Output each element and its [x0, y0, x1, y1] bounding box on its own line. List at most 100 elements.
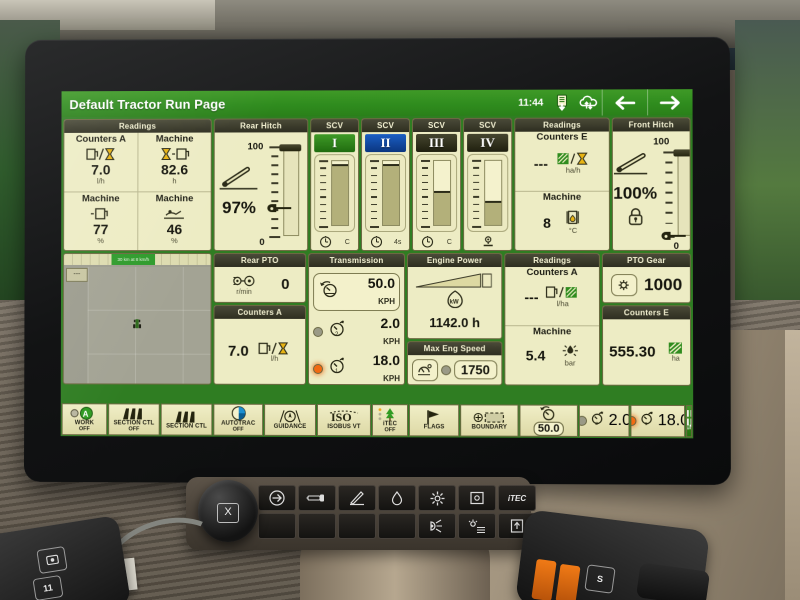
reading-cell[interactable]: Machine 82.6 h: [137, 132, 211, 192]
kw-icon: kW: [445, 289, 465, 313]
key-hazard-icon[interactable]: [458, 485, 496, 511]
key-work-light-icon[interactable]: [418, 513, 456, 539]
reading-cell[interactable]: Counters A 7.0 l/h: [64, 133, 137, 192]
fuel-level-icon: [88, 205, 114, 221]
scv-slider[interactable]: [365, 154, 407, 233]
footer-button-autotrac[interactable]: AUTOTRAC OFF: [213, 403, 264, 436]
key-blank-3[interactable]: [338, 513, 376, 539]
panel-readings-right[interactable]: Readings Counters E --- ha/h: [514, 117, 610, 251]
rear-hitch-position-marker[interactable]: [267, 204, 292, 213]
footer-button-menu[interactable]: MENU: [686, 405, 693, 438]
map-field-grid[interactable]: [87, 266, 211, 384]
key-blank-4[interactable]: [378, 513, 416, 539]
key-enter-arrow[interactable]: [258, 485, 296, 511]
reading-cell[interactable]: Counters A --- l/ha: [505, 267, 599, 325]
speed-value: 18.0: [657, 412, 686, 430]
network-transfer-icon[interactable]: [576, 89, 602, 115]
transmission-preset-1[interactable]: 1 18.0 KPH: [313, 352, 400, 384]
panel-readings-lower-right[interactable]: Readings Counters A --- l/ha: [504, 252, 601, 386]
engine-load-icon: [162, 205, 188, 221]
footer-label: FLAGS: [423, 424, 445, 431]
panel-readings-left[interactable]: Readings Counters A 7.0 l/h: [63, 118, 212, 252]
keypad-right-group: iTEC: [378, 485, 536, 539]
gear-icon[interactable]: [610, 273, 637, 296]
reading-label: Counters A: [75, 133, 127, 145]
armrest-button-s[interactable]: S: [584, 564, 616, 594]
footer-sub: OFF: [384, 427, 396, 434]
front-hitch-position-marker[interactable]: [661, 231, 686, 240]
key-droplet-icon[interactable]: [378, 485, 416, 511]
rear-hitch-limit-handle[interactable]: [279, 144, 302, 152]
bottom-toolbar: A WORK OFF SECTION CTL OFF SECTIO: [60, 402, 694, 439]
panel-counters-a[interactable]: Counters A 7.0 l/h: [213, 304, 307, 385]
scv-slider[interactable]: [467, 153, 509, 232]
back-arrow-icon[interactable]: [603, 89, 647, 115]
display-screen: Default Tractor Run Page 11:44: [60, 89, 694, 439]
transmission-preset-2[interactable]: 2 2.0 KPH: [313, 315, 400, 347]
key-fan-icon[interactable]: [418, 485, 456, 511]
float-icon[interactable]: [481, 234, 495, 250]
front-hitch-slider[interactable]: 100 0: [653, 131, 691, 251]
reading-cell[interactable]: Machine 8 °C: [515, 190, 609, 250]
max-eng-speed-value[interactable]: 1750: [453, 360, 497, 380]
reading-cell[interactable]: Counters E --- ha/h: [515, 132, 609, 191]
panel-scv-3[interactable]: SCV III: [412, 117, 462, 251]
timer-icon[interactable]: [421, 234, 434, 249]
panel-pto-gear[interactable]: PTO Gear 1000: [601, 252, 691, 304]
transmission-target-speed[interactable]: 50.0 KPH: [313, 272, 401, 311]
reading-cell[interactable]: Machine 46 %: [137, 191, 211, 251]
rear-pto-value: 0: [281, 275, 290, 293]
panel-transmission[interactable]: Transmission 50.0 KPH: [308, 252, 406, 386]
rotary-control-knob[interactable]: X: [198, 480, 258, 542]
key-blank-1[interactable]: [258, 513, 296, 539]
speed-unit: KPH: [383, 373, 400, 383]
footer-button-work[interactable]: A WORK OFF: [61, 403, 108, 436]
scv-mode-label: C: [446, 238, 452, 246]
footer-speed-preset-1[interactable]: 1 18.0: [630, 404, 686, 438]
footer-speed-target[interactable]: 50.0: [519, 404, 578, 437]
scv-slider[interactable]: [314, 154, 356, 233]
panel-counters-e[interactable]: Counters E 555.30 ha: [601, 305, 692, 386]
forward-arrow-icon[interactable]: [648, 89, 693, 115]
key-blank-2[interactable]: [298, 513, 336, 539]
engine-speed-icon[interactable]: [412, 358, 439, 381]
rear-hitch-slider[interactable]: 100 0: [248, 132, 307, 250]
footer-button-section-ctl[interactable]: SECTION CTL OFF: [108, 403, 160, 436]
section-control-icon: [119, 406, 149, 420]
panel-scv-1[interactable]: SCV I: [310, 118, 360, 252]
reading-label: Machine: [532, 326, 572, 338]
footer-button-isobus-vt[interactable]: ISO ISOBUS VT: [316, 403, 371, 437]
footer-button-flags[interactable]: FLAGS: [409, 404, 460, 437]
panel-scv-2[interactable]: SCV II: [361, 118, 411, 252]
panel-scv-4[interactable]: SCV IV: [463, 117, 513, 251]
front-hitch-limit-handle[interactable]: [673, 149, 691, 157]
reading-cell[interactable]: Machine 77 %: [64, 191, 138, 251]
field-map-view[interactable]: 30 km at 8 km/h ---: [62, 253, 212, 385]
footer-button-section-ctl-2[interactable]: SECTION CTL: [160, 403, 213, 436]
timer-icon[interactable]: [370, 235, 383, 250]
panel-rear-pto[interactable]: Rear PTO r/min 0: [213, 253, 307, 303]
key-itec[interactable]: iTEC: [498, 485, 536, 511]
panel-engine-power[interactable]: Engine Power kW 1142.0 h: [407, 252, 503, 340]
footer-button-itec[interactable]: iTEC OFF: [371, 404, 409, 437]
key-blade-icon[interactable]: [338, 485, 376, 511]
armrest-button-10[interactable]: [36, 545, 68, 575]
save-download-icon[interactable]: [549, 90, 575, 116]
key-cylinder-icon[interactable]: [298, 485, 336, 511]
section-label: 30 km at 8 km/h: [117, 257, 150, 262]
footer-speed-preset-2[interactable]: 2 2.0: [578, 404, 630, 438]
panel-max-eng-speed[interactable]: Max Eng Speed 1750: [407, 341, 503, 386]
status-led: [578, 415, 588, 426]
footer-button-boundary[interactable]: BOUNDARY: [460, 404, 519, 437]
panel-rear-hitch[interactable]: Rear Hitch 97% 100: [213, 118, 309, 252]
footer-button-guidance[interactable]: GUIDANCE: [264, 403, 316, 437]
panel-title: SCV: [464, 118, 512, 132]
svg-text:A: A: [83, 410, 89, 419]
key-beacon-icon[interactable]: [458, 513, 496, 539]
timer-icon[interactable]: [319, 235, 332, 250]
panel-front-hitch[interactable]: Front Hitch 100%: [611, 117, 691, 251]
armrest-button-11[interactable]: 11: [32, 574, 64, 600]
scv-slider[interactable]: [416, 153, 458, 232]
reading-cell[interactable]: Machine 5.4 bar: [505, 325, 600, 385]
